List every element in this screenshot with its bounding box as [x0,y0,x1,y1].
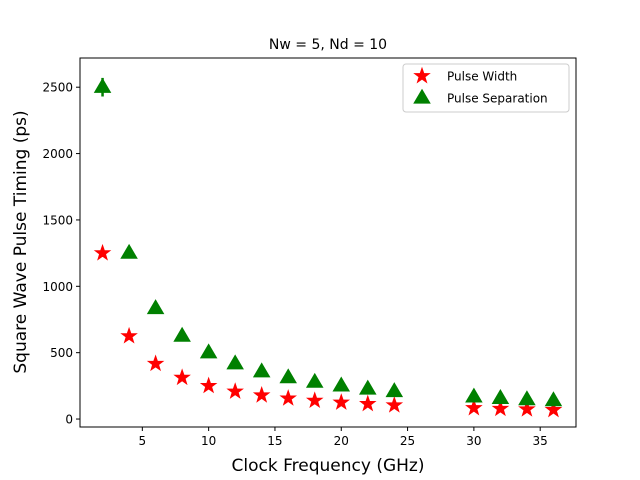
data-point [120,243,138,259]
data-point [173,368,191,386]
legend: Pulse Width Pulse Separation [402,63,570,113]
data-point [465,387,483,403]
y-tick-label: 2000 [42,147,73,161]
legend-marker [413,66,431,84]
axes-frame [79,57,577,428]
y-tick-label: 1500 [42,213,73,227]
x-tick-label: 10 [201,434,216,448]
data-point [491,399,510,417]
x-tick-label: 20 [334,434,349,448]
data-point [305,372,324,388]
data-point [199,343,218,359]
data-point [305,391,324,409]
y-axis-label: Square Wave Pulse Timing (ps) [11,110,31,373]
data-point [93,243,112,261]
data-point [518,399,536,417]
data-point [226,382,244,399]
data-point [544,391,563,407]
data-point [465,398,483,416]
data-point [252,362,271,378]
data-point [199,376,218,394]
x-axis-ticks: 5 10 15 20 25 30 35 [139,427,548,448]
data-point [226,354,244,370]
x-tick-label: 5 [139,434,147,448]
x-axis-label: Clock Frequency (GHz) [232,456,425,476]
data-point [146,299,165,315]
data-point [120,326,138,344]
x-tick-label: 35 [533,434,548,448]
x-tick-label: 25 [400,434,415,448]
legend-label: Pulse Separation [447,92,548,106]
plot-area [93,77,563,418]
data-point [385,382,404,398]
data-point [279,389,297,406]
data-point [93,77,112,93]
y-axis-ticks: 0 500 1000 1500 2000 2500 [42,81,80,427]
data-point [491,389,510,404]
series-pulse-separation [93,77,563,407]
y-tick-label: 2500 [42,81,73,95]
x-tick-label: 30 [466,434,481,448]
data-point [252,386,271,403]
legend-frame [402,63,570,113]
y-tick-label: 1000 [42,280,73,294]
data-point [518,390,536,406]
data-point [359,379,377,395]
series-pulse-width [93,243,563,418]
data-point [385,396,404,413]
y-tick-label: 500 [50,346,73,360]
data-point [146,354,165,372]
data-point [332,376,351,392]
y-tick-label: 0 [65,413,73,427]
data-point [173,326,191,342]
data-point [359,394,377,412]
data-point [332,393,351,410]
data-point [544,400,563,418]
x-tick-label: 15 [267,434,282,448]
legend-label: Pulse Width [447,70,517,84]
chart-title: Nw = 5, Nd = 10 [269,37,387,53]
legend-marker [413,88,431,104]
data-point [279,368,297,384]
